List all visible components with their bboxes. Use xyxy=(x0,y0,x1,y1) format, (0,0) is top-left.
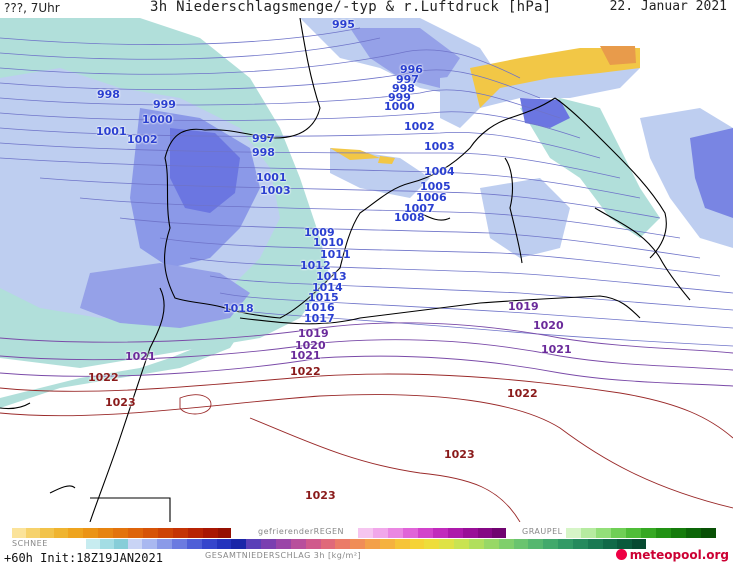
coastlines xyxy=(0,18,691,522)
isobar-label: 1001 xyxy=(256,171,287,184)
isobar-label: 998 xyxy=(252,146,275,159)
snow-legend-label: SCHNEE xyxy=(12,539,48,548)
isobars-purple xyxy=(0,322,733,387)
graupel-legend-label: GRAUPEL xyxy=(522,527,563,536)
isobar-label: 1009 xyxy=(304,226,335,239)
isobar-label: 1011 xyxy=(320,248,351,261)
graupel-scale-bar xyxy=(566,528,716,538)
isobar-label: 996 xyxy=(400,63,423,76)
isobar-label: 1008 xyxy=(394,211,425,224)
isobar-label: 1003 xyxy=(424,140,455,153)
isobar-label: 1001 xyxy=(96,125,127,138)
isobar-label: 1013 xyxy=(316,270,347,283)
rain-scale-bar xyxy=(358,528,506,538)
isobar-label: 1021 xyxy=(125,350,156,363)
brand-logo: meteopool.org xyxy=(615,548,729,562)
map-title: 3h Niederschlagsmenge/-typ & r.Luftdruck… xyxy=(150,0,552,15)
brand-name: meteopool.org xyxy=(629,548,729,562)
isobar-label: 1006 xyxy=(416,191,447,204)
isobar-label: 1022 xyxy=(290,365,321,378)
isobar-label: 1023 xyxy=(444,448,475,461)
isobar-label: 1004 xyxy=(424,165,455,178)
isobar-label: 1021 xyxy=(541,343,572,356)
isobar-label: 999 xyxy=(153,98,176,111)
forecast-date: 22. Januar 2021 xyxy=(609,0,727,14)
total-scale-bar xyxy=(86,539,647,549)
snow-scale-bar xyxy=(12,528,236,538)
isobar-label: 998 xyxy=(392,82,415,95)
isobar-label: 1023 xyxy=(105,396,136,409)
rain-legend-label: gefrierenderREGEN xyxy=(258,527,344,536)
map-svg xyxy=(0,18,733,522)
isobar-label: 997 xyxy=(396,73,419,86)
isobar-label: 1002 xyxy=(127,133,158,146)
map-area: 995 996 997 998 999 1000 998 999 1000 1001 1002 997… xyxy=(0,18,733,522)
isobar-label: 999 xyxy=(388,91,411,104)
header-bar: ???, 7Uhr 3h Niederschlagsmenge/-typ & r… xyxy=(0,0,733,18)
isobar-label: 1023 xyxy=(305,489,336,502)
isobar-label: 998 xyxy=(97,88,120,101)
isobar-label: 1022 xyxy=(88,371,119,384)
isobar-label: 995 xyxy=(332,18,355,31)
isobar-label: 1007 xyxy=(404,202,435,215)
isobar-label: 1005 xyxy=(420,180,451,193)
isobar-label: 1019 xyxy=(298,327,329,340)
isobar-label: 1002 xyxy=(404,120,435,133)
isobar-label: 1022 xyxy=(507,387,538,400)
isobars-darkred xyxy=(0,373,733,522)
isobar-label: 1020 xyxy=(533,319,564,332)
isobar-label: 997 xyxy=(252,132,275,145)
logo-icon xyxy=(615,549,627,560)
isobar-label: 1020 xyxy=(295,339,326,352)
isobar-label: 1012 xyxy=(300,259,331,272)
isobar-label: 1019 xyxy=(508,300,539,313)
isobar-label: 1016 xyxy=(304,301,335,314)
isobars-blue xyxy=(0,27,733,347)
isobar-label: 1021 xyxy=(290,349,321,362)
isobar-label: 1000 xyxy=(142,113,173,126)
isobar-label: 1015 xyxy=(308,291,339,304)
isobar-label: 1018 xyxy=(223,302,254,315)
legend-panel: SCHNEE gefrierenderREGEN GRAUPEL GESAMTN… xyxy=(0,522,733,566)
forecast-time-label: ???, 7Uhr xyxy=(4,1,60,15)
isobar-label: 1014 xyxy=(312,281,343,294)
isobar-label: 1000 xyxy=(384,100,415,113)
isobar-label: 1010 xyxy=(313,236,344,249)
init-time-label: +60h Init:18Z19JAN2021 xyxy=(4,551,163,565)
isobar-label: 1017 xyxy=(304,312,335,325)
isobar-label: 1003 xyxy=(260,184,291,197)
total-legend-label: GESAMTNIEDERSCHLAG 3h [kg/m²] xyxy=(205,551,362,560)
